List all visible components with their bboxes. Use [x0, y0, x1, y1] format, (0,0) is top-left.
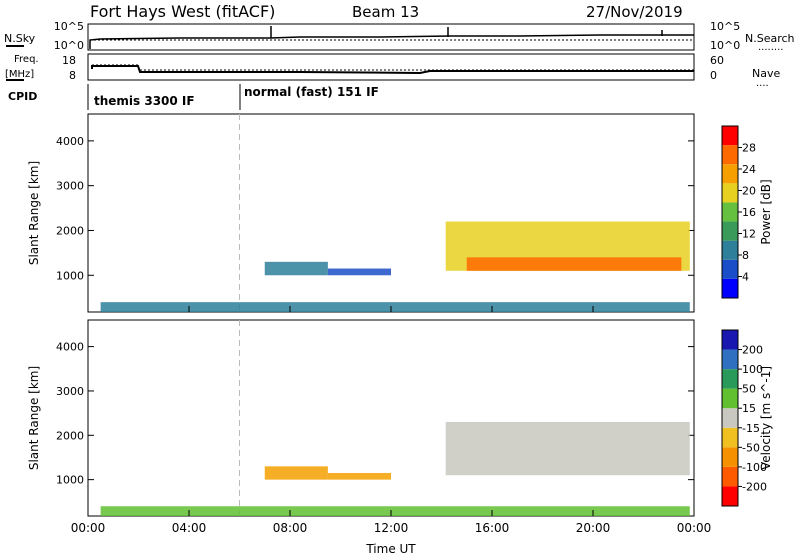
colorbar-segment — [722, 330, 738, 350]
echo-region — [327, 268, 391, 276]
xtick-label: 12:00 — [374, 521, 409, 535]
colorbar-segment — [722, 164, 738, 184]
echo-region — [327, 472, 391, 480]
colorbar-segment — [722, 221, 738, 241]
noise-panel-frame — [87, 23, 695, 51]
colorbar-label: Velocity [m s^-1] — [759, 366, 773, 470]
colorbar-tick-label: 15 — [742, 402, 756, 415]
echo-region — [264, 466, 328, 480]
nave-series — [92, 64, 694, 71]
ylabel-velocity: Slant Range [km] — [27, 366, 41, 470]
colorbar-tick-label: 20 — [742, 185, 756, 198]
xtick-label: 04:00 — [172, 521, 207, 535]
colorbar-tick-label: -100 — [742, 461, 767, 474]
colorbar-segment — [722, 427, 738, 448]
xtick-label: 16:00 — [475, 521, 510, 535]
colorbar-tick-label: 100 — [742, 363, 763, 376]
xlabel: Time UT — [365, 542, 416, 554]
noise-tick-lo-right: 10^0 — [710, 39, 740, 52]
colorbar-segment — [722, 240, 738, 260]
colorbar-segment — [722, 183, 738, 203]
colorbar-segment — [722, 349, 738, 370]
colorbar-tick-label: 200 — [742, 344, 763, 357]
colorbar-tick-label: 50 — [742, 383, 756, 396]
noise-tick-hi-right: 10^5 — [710, 20, 740, 33]
beam-title: Beam 13 — [352, 3, 419, 21]
nsky-label: N.Sky — [4, 32, 36, 45]
colorbar-tick-label: -15 — [742, 422, 760, 435]
noise-tick-lo: 10^0 — [54, 39, 84, 52]
cpid-themis: themis 3300 IF — [94, 94, 195, 108]
nave-dots: .... — [756, 78, 769, 89]
ytick-label: 1000 — [56, 269, 84, 282]
echo-region — [100, 302, 690, 312]
xtick-label: 08:00 — [273, 521, 308, 535]
colorbar-tick-label: 28 — [742, 142, 756, 155]
nave-label: Nave — [752, 67, 780, 80]
colorbar-tick-label: 12 — [742, 228, 756, 241]
plot-frame-power — [87, 113, 695, 313]
freq-tick-hi: 18 — [62, 54, 76, 67]
freq-series — [91, 65, 694, 75]
colorbar-frame — [721, 329, 739, 507]
colorbar-segment — [722, 259, 738, 279]
date-title: 27/Nov/2019 — [586, 3, 683, 21]
colorbar-tick-label: 24 — [742, 163, 756, 176]
plot-frame-velocity — [87, 319, 695, 517]
ytick-label: 4000 — [56, 341, 84, 354]
colorbar-segment — [722, 278, 738, 298]
colorbar-tick-label: 8 — [742, 249, 749, 262]
ytick-label: 2000 — [56, 224, 84, 237]
freq-panel-frame — [87, 53, 695, 81]
colorbar-segment — [722, 369, 738, 389]
colorbar-segment — [722, 126, 738, 146]
ytick-label: 3000 — [56, 385, 84, 398]
xtick-label: 00:00 — [71, 521, 106, 535]
nsky-series — [89, 34, 694, 49]
echo-region — [264, 261, 328, 276]
cpid-label: CPID — [8, 90, 37, 103]
colorbar-segment — [722, 447, 738, 467]
colorbar-segment — [722, 388, 738, 409]
nsearch-label: N.Search — [745, 32, 795, 45]
colorbar-segment — [722, 466, 738, 487]
echo-region — [466, 257, 682, 271]
ytick-label: 3000 — [56, 180, 84, 193]
freq-tick-lo: 8 — [69, 69, 76, 82]
nsearch-dots: ........ — [758, 42, 783, 53]
ytick-label: 1000 — [56, 474, 84, 487]
colorbar-segment — [722, 145, 738, 165]
colorbar-label: Power [dB] — [759, 179, 773, 244]
colorbar-segment — [722, 202, 738, 222]
nave-tick-lo: 0 — [710, 69, 717, 82]
freq-label: Freq. — [14, 54, 39, 65]
colorbar-segment — [722, 408, 738, 428]
noise-tick-hi: 10^5 — [54, 20, 84, 33]
colorbar-tick-label: 4 — [742, 271, 749, 284]
station-title: Fort Hays West (fitACF) — [90, 2, 275, 21]
colorbar-tick-label: 16 — [742, 206, 756, 219]
ytick-label: 2000 — [56, 429, 84, 442]
ylabel-power: Slant Range [km] — [27, 161, 41, 265]
colorbar-tick-label: -50 — [742, 441, 760, 454]
colorbar-tick-label: -200 — [742, 480, 767, 493]
xtick-label: 00:00 — [677, 521, 712, 535]
xtick-label: 20:00 — [576, 521, 611, 535]
nave-tick-hi: 60 — [710, 54, 724, 67]
freq-unit-label: [MHz] — [5, 69, 34, 80]
colorbar-segment — [722, 486, 738, 506]
echo-region — [100, 506, 690, 516]
cpid-normal: normal (fast) 151 IF — [244, 85, 379, 99]
ytick-label: 4000 — [56, 135, 84, 148]
echo-region — [445, 421, 690, 476]
